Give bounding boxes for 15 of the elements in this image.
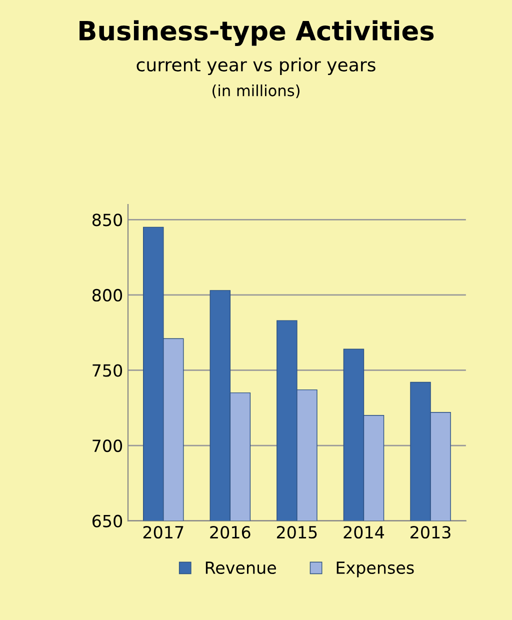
x-tick-label: 2017: [143, 526, 184, 539]
chart-subtitle: current year vs prior years: [136, 58, 376, 76]
y-tick-label: 750: [92, 364, 122, 377]
legend-label: Expenses: [336, 562, 414, 578]
y-tick-label: 700: [92, 439, 122, 452]
chart-title: Business-type Activities: [80, 20, 434, 46]
x-tick-label: 2016: [210, 526, 250, 539]
y-tick-label: 650: [92, 514, 122, 528]
y-tick-label: 850: [92, 214, 122, 226]
text: (in millions): [212, 84, 300, 98]
legend-label: Revenue: [206, 562, 276, 574]
x-tick-label: 2014: [344, 526, 384, 539]
x-tick-label: 2015: [276, 526, 317, 539]
y-tick-label: 800: [92, 288, 122, 302]
x-tick-label: 2013: [410, 526, 450, 539]
